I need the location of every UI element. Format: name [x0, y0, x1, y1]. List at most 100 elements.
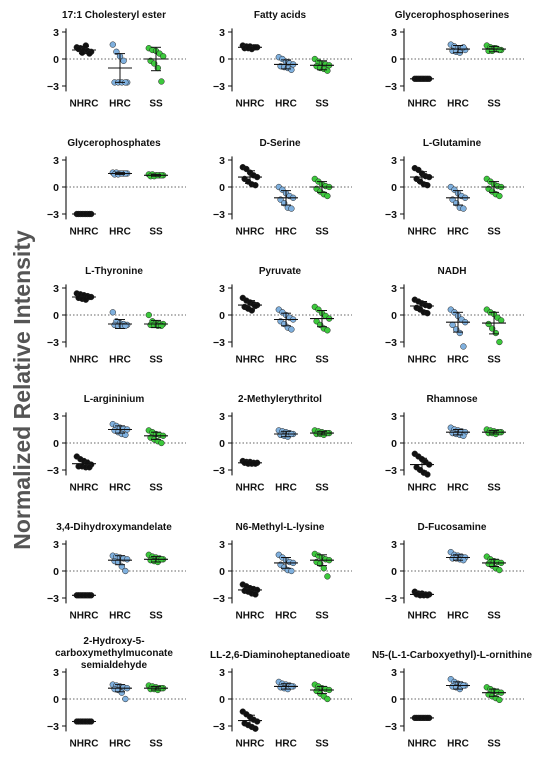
- data-point: [498, 317, 505, 324]
- x-tick-label: NHRC: [70, 610, 99, 621]
- y-tick-label: 0: [53, 438, 59, 450]
- data-point: [109, 41, 116, 48]
- chart-panel: D-Serine 3 0 −3 NHRC HRC SS: [213, 138, 352, 237]
- x-tick-label: HRC: [275, 226, 297, 237]
- data-point: [254, 718, 261, 725]
- data-point: [122, 567, 129, 575]
- y-tick-label: −3: [213, 593, 225, 605]
- y-tick-label: 3: [53, 27, 59, 39]
- y-tick-label: −3: [213, 209, 225, 221]
- chart-title: D-Fucosamine: [418, 522, 487, 533]
- x-tick-label: SS: [149, 738, 163, 749]
- chart-panel: D-Fucosamine 3 0 −3 NHRC HRC SS: [385, 522, 524, 621]
- y-tick-label: −3: [385, 465, 397, 477]
- x-tick-label: SS: [487, 610, 501, 621]
- x-tick-label: SS: [487, 354, 501, 365]
- x-tick-label: NHRC: [236, 738, 265, 749]
- x-tick-label: SS: [487, 482, 501, 493]
- x-tick-label: NHRC: [408, 482, 437, 493]
- data-point: [460, 343, 467, 350]
- x-tick-label: NHRC: [70, 98, 99, 109]
- chart-title: NADH: [438, 266, 467, 277]
- chart-panel: L-Thyronine 3 0 −3 NHRC HRC SS: [47, 266, 186, 365]
- chart-title: Glycerophosphates: [67, 138, 161, 149]
- x-tick-label: SS: [315, 354, 329, 365]
- x-tick-label: SS: [315, 226, 329, 237]
- y-tick-label: 3: [219, 667, 225, 679]
- chart-panel: L-Glutamine 3 0 −3 NHRC HRC SS: [385, 138, 524, 237]
- y-tick-label: 0: [219, 182, 225, 194]
- data-point: [496, 566, 503, 574]
- chart-panel: Pyruvate 3 0 −3 NHRC HRC SS: [213, 266, 352, 365]
- data-point: [288, 326, 295, 333]
- x-tick-label: NHRC: [236, 482, 265, 493]
- data-point: [120, 57, 127, 64]
- data-point: [324, 695, 331, 703]
- y-tick-label: 0: [53, 54, 59, 66]
- chart-title: D-Serine: [259, 138, 301, 149]
- y-tick-label: −3: [47, 209, 59, 221]
- chart-title: LL-2,6-Diaminoheptanedioate: [210, 650, 350, 661]
- chart-panel: Glycerophosphates 3 0 −3 NHRC HRC SS: [47, 138, 186, 237]
- x-tick-label: SS: [149, 610, 163, 621]
- x-tick-label: SS: [149, 226, 163, 237]
- chart-title: 3,4-Dihydroxymandelate: [56, 522, 172, 533]
- x-tick-label: HRC: [447, 98, 469, 109]
- y-tick-label: 0: [391, 438, 397, 450]
- x-tick-label: HRC: [109, 610, 131, 621]
- y-tick-label: 3: [53, 283, 59, 295]
- chart-panel: 2-Hydroxy-5-carboxymethylmuconate semiald…: [47, 636, 186, 749]
- data-point: [252, 725, 259, 732]
- data-point: [320, 565, 327, 572]
- y-tick-label: 0: [219, 54, 225, 66]
- data-point: [424, 182, 431, 189]
- chart-title: 17:1 Cholesteryl ester: [62, 10, 166, 21]
- y-tick-label: 0: [53, 182, 59, 194]
- x-tick-label: NHRC: [408, 738, 437, 749]
- y-tick-label: 0: [219, 310, 225, 322]
- data-point: [460, 205, 467, 212]
- data-point: [145, 311, 152, 319]
- x-tick-label: SS: [315, 98, 329, 109]
- chart-panel: L-argininium 3 0 −3 NHRC HRC SS: [47, 394, 186, 493]
- x-tick-label: SS: [315, 482, 329, 493]
- x-tick-label: NHRC: [408, 610, 437, 621]
- y-tick-label: 0: [391, 54, 397, 66]
- chart-title: Fatty acids: [254, 10, 307, 21]
- chart-panel: LL-2,6-Diaminoheptanedioate 3 0 −3 NHRC HRC SS: [210, 650, 352, 749]
- y-tick-label: 3: [391, 155, 397, 167]
- x-tick-label: NHRC: [408, 98, 437, 109]
- x-tick-label: NHRC: [70, 354, 99, 365]
- x-tick-label: SS: [487, 226, 501, 237]
- data-point: [252, 302, 259, 310]
- y-tick-label: 3: [219, 539, 225, 551]
- y-tick-label: 0: [391, 694, 397, 706]
- y-tick-label: −3: [385, 593, 397, 605]
- y-tick-label: 3: [391, 411, 397, 423]
- x-tick-label: HRC: [275, 354, 297, 365]
- data-point: [424, 471, 431, 478]
- y-tick-label: 3: [53, 539, 59, 551]
- x-tick-label: NHRC: [236, 226, 265, 237]
- x-tick-label: HRC: [275, 98, 297, 109]
- chart-panel: N6-Methyl-L-lysine 3 0 −3 NHRC HRC SS: [213, 522, 352, 621]
- x-tick-label: HRC: [447, 354, 469, 365]
- chart-title: Rhamnose: [426, 394, 478, 405]
- chart-title: Glycerophosphoserines: [395, 10, 510, 21]
- y-tick-label: 3: [219, 411, 225, 423]
- y-tick-label: 0: [219, 694, 225, 706]
- chart-title: L-argininium: [84, 394, 145, 405]
- x-tick-label: HRC: [447, 482, 469, 493]
- y-tick-label: 0: [53, 694, 59, 706]
- x-tick-label: SS: [315, 610, 329, 621]
- data-point: [324, 67, 331, 74]
- chart-title-line: semialdehyde: [81, 660, 148, 671]
- x-tick-label: SS: [149, 98, 163, 109]
- y-tick-label: 3: [219, 155, 225, 167]
- y-tick-label: −3: [213, 721, 225, 733]
- chart-panel: 3,4-Dihydroxymandelate 3 0 −3 NHRC HRC SS: [47, 522, 186, 621]
- x-tick-label: HRC: [109, 354, 131, 365]
- x-tick-label: NHRC: [236, 610, 265, 621]
- y-tick-label: 0: [219, 438, 225, 450]
- chart-panel: Fatty acids 3 0 −3 NHRC HRC SS: [213, 10, 352, 109]
